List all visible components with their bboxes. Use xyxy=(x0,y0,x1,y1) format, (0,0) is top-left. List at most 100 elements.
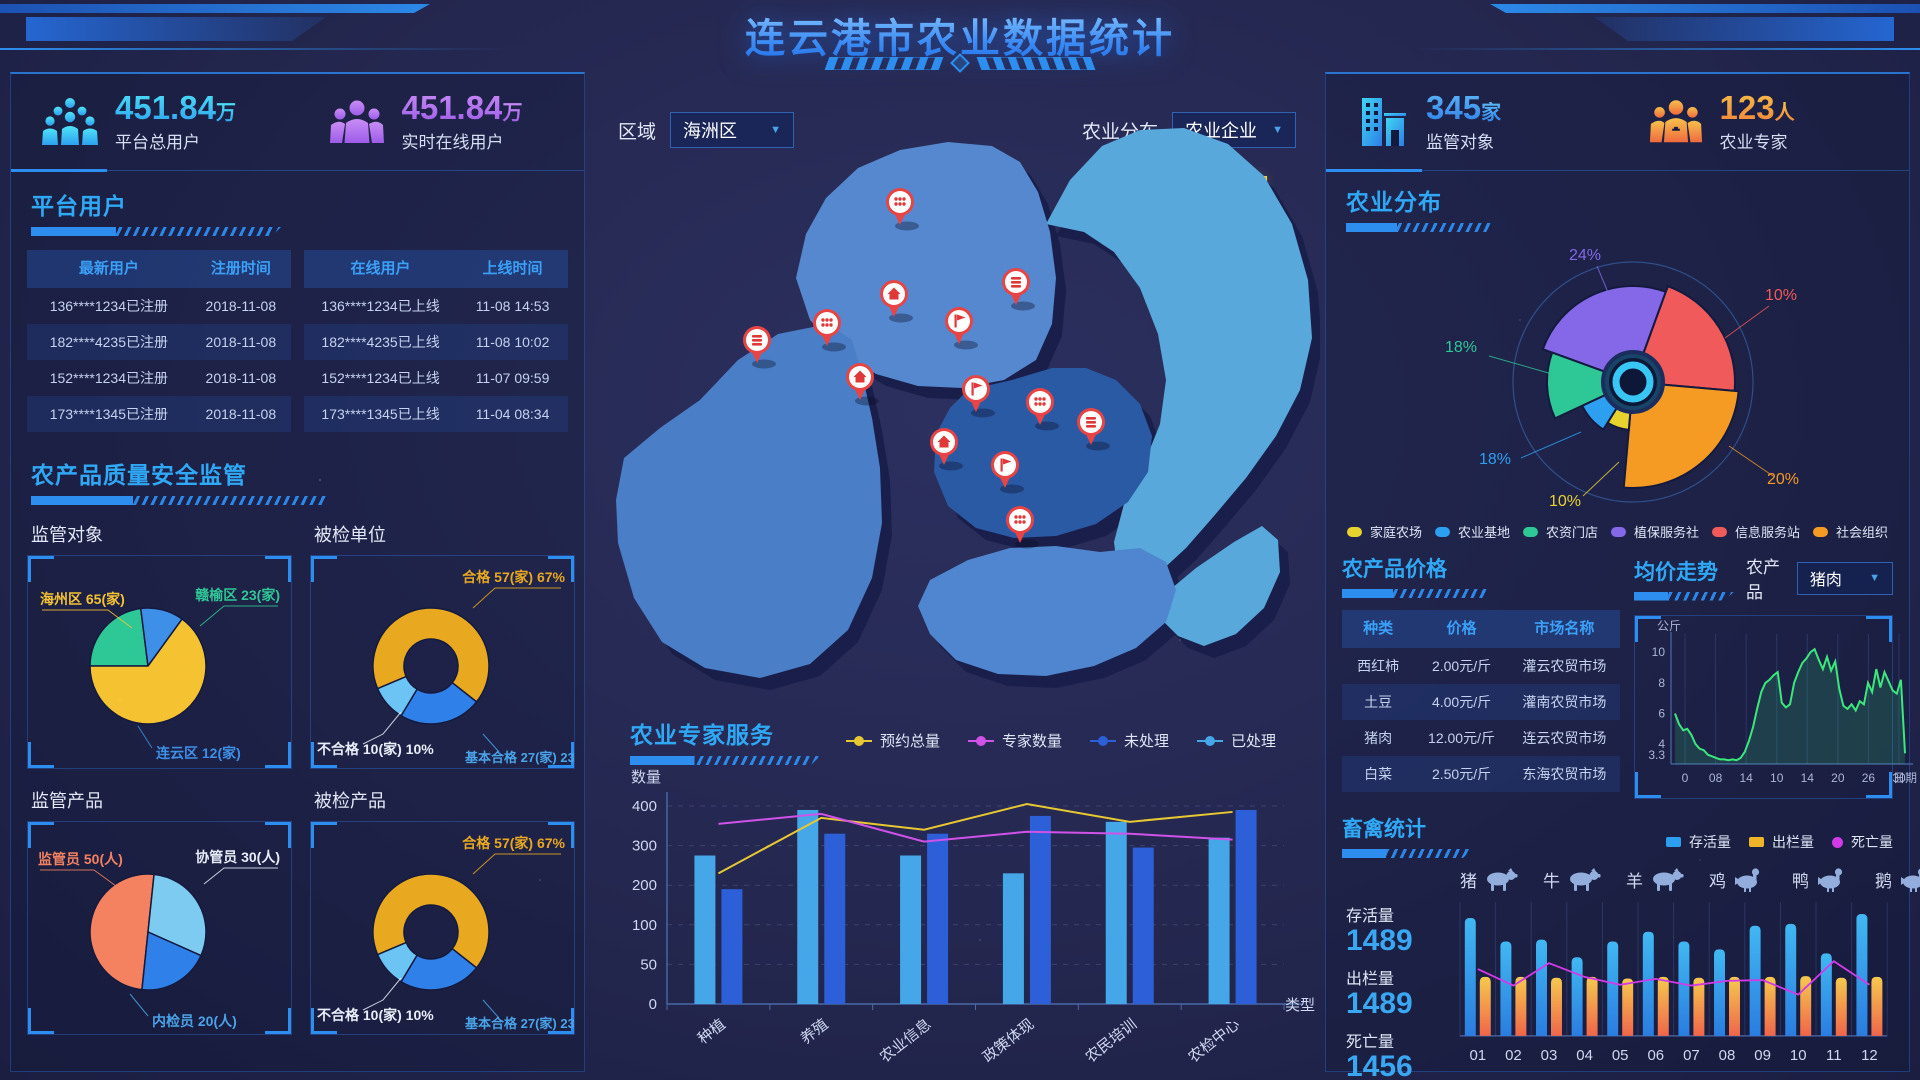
legend-item[interactable]: 预约总量 xyxy=(846,730,940,751)
bar[interactable] xyxy=(1713,949,1725,1036)
bar[interactable] xyxy=(824,833,846,1004)
map-pin[interactable] xyxy=(1006,506,1039,549)
map-region-coastal-hook[interactable] xyxy=(1160,526,1280,646)
bar[interactable] xyxy=(1621,978,1633,1036)
legend-item[interactable]: 死亡量 xyxy=(1832,832,1893,852)
bar[interactable] xyxy=(1693,977,1705,1036)
pie-slice[interactable] xyxy=(376,675,419,717)
map-pin[interactable] xyxy=(1002,268,1035,311)
map-pin[interactable] xyxy=(846,363,879,406)
pie-slice[interactable] xyxy=(147,873,207,957)
bar[interactable] xyxy=(900,855,922,1005)
pie-slice[interactable] xyxy=(141,930,202,991)
map-pin[interactable] xyxy=(991,451,1024,494)
bar[interactable] xyxy=(1871,976,1883,1036)
bar[interactable] xyxy=(694,855,716,1005)
page-title: 连云港市农业数据统计 xyxy=(0,6,1920,64)
bar[interactable] xyxy=(1105,821,1127,1004)
bar[interactable] xyxy=(1678,941,1690,1036)
map-pin[interactable] xyxy=(886,188,919,231)
pie-slice[interactable] xyxy=(376,941,419,983)
bar[interactable] xyxy=(1856,914,1868,1036)
bar[interactable] xyxy=(1586,976,1598,1036)
legend-item[interactable]: 已处理 xyxy=(1197,730,1276,751)
bar[interactable] xyxy=(1550,977,1562,1036)
bar[interactable] xyxy=(927,833,949,1004)
pie-slice[interactable] xyxy=(372,873,490,969)
bar[interactable] xyxy=(721,889,743,1004)
animal-tab-5[interactable]: 鸭 xyxy=(1792,866,1851,892)
legend-item[interactable]: 出栏量 xyxy=(1749,832,1814,852)
bar[interactable] xyxy=(1764,976,1776,1036)
slice-label: 合格 57(家) 67% xyxy=(462,835,565,851)
bar[interactable] xyxy=(1571,957,1583,1036)
animal-tab-3[interactable]: 羊 xyxy=(1626,866,1685,892)
pie-slice[interactable] xyxy=(89,618,207,725)
bar[interactable] xyxy=(1657,976,1669,1036)
bar[interactable] xyxy=(1464,917,1476,1036)
table-row: 136****1234已注册 2018-11-08 xyxy=(27,288,291,324)
map-pin[interactable] xyxy=(880,280,913,323)
map-region-north-district[interactable] xyxy=(796,142,1056,388)
bar[interactable] xyxy=(1132,847,1154,1004)
table-row: 西红柿 2.00元/斤 灌云农贸市场 xyxy=(1342,648,1620,684)
y-tick-label: 50 xyxy=(640,956,657,973)
bar[interactable] xyxy=(1820,953,1832,1036)
left-panel: 451.84万 平台总用户 451.84万 实时在线用户 xyxy=(10,72,585,1072)
legend-item[interactable]: 社会组织 xyxy=(1813,522,1888,541)
bar[interactable] xyxy=(1235,809,1257,1004)
bar[interactable] xyxy=(1515,976,1527,1036)
map-pin[interactable] xyxy=(813,309,846,352)
legend-label: 社会组织 xyxy=(1836,525,1889,540)
bar[interactable] xyxy=(1535,939,1547,1036)
bar[interactable] xyxy=(1002,873,1024,1004)
title-underline xyxy=(1634,592,1734,601)
legend-item[interactable]: 植保服务社 xyxy=(1611,522,1699,541)
legend-item[interactable]: 未处理 xyxy=(1090,730,1169,751)
y-axis-unit: 公斤 xyxy=(1657,619,1681,633)
bar[interactable] xyxy=(797,809,819,1004)
map-pin[interactable] xyxy=(743,326,776,369)
bar[interactable] xyxy=(1500,941,1512,1036)
bar[interactable] xyxy=(1208,837,1230,1004)
legend-item[interactable]: 农业基地 xyxy=(1434,522,1510,541)
map-pin[interactable] xyxy=(930,428,963,471)
pie-slice[interactable] xyxy=(89,607,149,667)
map-pin[interactable] xyxy=(962,375,995,418)
bar[interactable] xyxy=(1029,815,1051,1004)
animal-label: 羊 xyxy=(1626,871,1643,891)
legend-item[interactable]: 信息服务站 xyxy=(1712,522,1800,541)
bar[interactable] xyxy=(1642,931,1654,1036)
bar[interactable] xyxy=(1728,976,1740,1036)
animal-tab-1[interactable]: 猪 xyxy=(1460,866,1519,892)
legend-item[interactable]: 专家数量 xyxy=(968,730,1062,751)
table-header: 在线用户 上线时间 xyxy=(304,250,568,288)
map-region-south-district[interactable] xyxy=(918,546,1176,676)
product-dropdown[interactable]: 猪肉 ▼ xyxy=(1796,561,1893,595)
pie-slice[interactable] xyxy=(89,873,155,991)
x-tick-label: 14 xyxy=(1739,771,1753,785)
map-pin[interactable] xyxy=(945,307,978,350)
bar[interactable] xyxy=(1479,976,1491,1036)
legend-item[interactable]: 家庭农场 xyxy=(1346,522,1422,541)
legend-marker xyxy=(1832,836,1843,848)
map-pin[interactable] xyxy=(1077,408,1110,451)
slice-label: 不合格 10(家) 10% xyxy=(317,1007,434,1023)
map-pin[interactable] xyxy=(1026,388,1059,431)
map-region-west-district[interactable] xyxy=(616,324,882,678)
map-region-coastal-district[interactable] xyxy=(1046,128,1312,586)
table-header: 种类 价格 市场名称 xyxy=(1342,610,1620,648)
label-leader-line xyxy=(137,725,153,749)
bar[interactable] xyxy=(1835,977,1847,1036)
legend-item[interactable]: 农资门店 xyxy=(1522,522,1598,541)
pie-slice[interactable] xyxy=(372,607,490,703)
animal-tab-2[interactable]: 牛 xyxy=(1543,866,1602,892)
animal-tab-4[interactable]: 鸡 xyxy=(1709,866,1768,892)
table-cell: 11-04 08:34 xyxy=(475,406,550,422)
legend-item[interactable]: 存活量 xyxy=(1666,832,1731,852)
animal-tab-6[interactable]: 鹅 xyxy=(1875,866,1920,892)
bar[interactable] xyxy=(1607,941,1618,1036)
bar[interactable] xyxy=(1785,923,1797,1036)
region-dropdown[interactable]: 海洲区 ▼ xyxy=(670,112,795,148)
table-row: 152****1234已注册 2018-11-08 xyxy=(27,360,291,396)
